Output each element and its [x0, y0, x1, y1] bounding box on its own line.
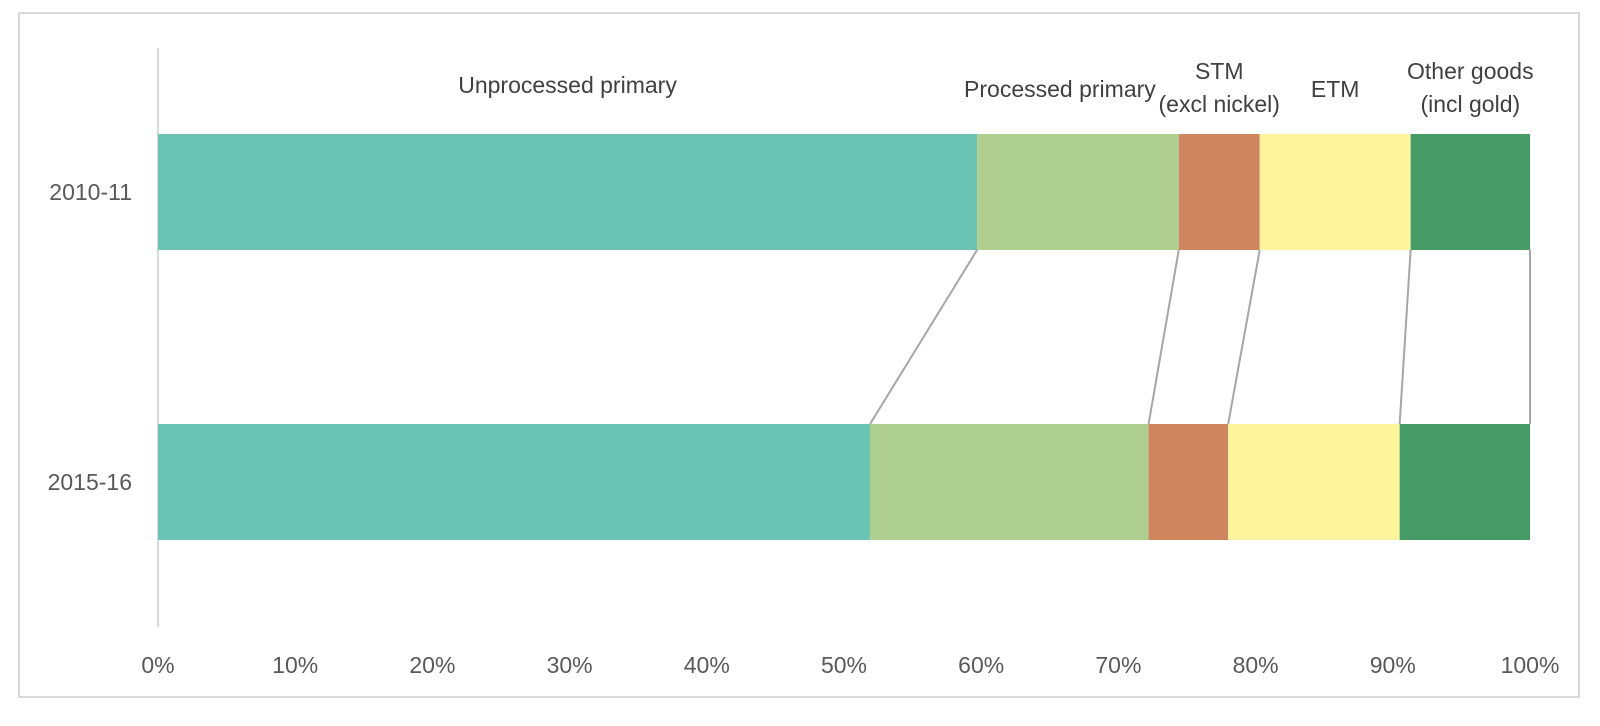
bar-segment-2-4 — [1228, 424, 1400, 540]
bar-segment-1-1 — [158, 134, 978, 250]
chart-frame — [18, 12, 1580, 698]
bar-segment-1-2 — [977, 134, 1179, 250]
x-tick-label-7: 70% — [1095, 652, 1141, 678]
category-label-2015-16: 2015-16 — [48, 469, 132, 495]
bar-segment-1-3 — [1178, 134, 1260, 250]
series-label-1-line-1: Unprocessed primary — [458, 72, 677, 98]
series-label-2-line-1: Processed primary — [964, 76, 1156, 102]
series-label-3-line-1: STM — [1195, 58, 1244, 84]
bar-segment-2-3 — [1148, 424, 1229, 540]
x-tick-label-10: 100% — [1501, 652, 1560, 678]
x-tick-label-4: 40% — [684, 652, 730, 678]
bar-segment-1-4 — [1259, 134, 1411, 250]
x-tick-label-9: 90% — [1370, 652, 1416, 678]
series-label-3-line-2: (excl nickel) — [1159, 91, 1280, 117]
bar-segment-2-1 — [158, 424, 871, 540]
x-tick-label-5: 50% — [821, 652, 867, 678]
category-label-2010-11: 2010-11 — [49, 179, 132, 205]
series-line-1 — [869, 249, 978, 425]
series-label-4-line-1: ETM — [1311, 76, 1360, 102]
x-tick-label-1: 10% — [272, 652, 318, 678]
x-tick-label-0: 0% — [141, 652, 174, 678]
series-line-4 — [1398, 249, 1412, 425]
series-line-3 — [1227, 249, 1261, 425]
x-tick-label-6: 60% — [958, 652, 1004, 678]
bar-segment-2-2 — [870, 424, 1149, 540]
series-label-5-line-1: Other goods — [1407, 58, 1534, 84]
x-tick-label-8: 80% — [1233, 652, 1279, 678]
series-label-5-line-2: (incl gold) — [1420, 91, 1520, 117]
x-tick-label-2: 20% — [409, 652, 455, 678]
series-line-2 — [1147, 249, 1180, 425]
bar-segment-1-5 — [1410, 134, 1530, 250]
bar-segment-2-5 — [1399, 424, 1530, 540]
x-tick-label-3: 30% — [547, 652, 593, 678]
